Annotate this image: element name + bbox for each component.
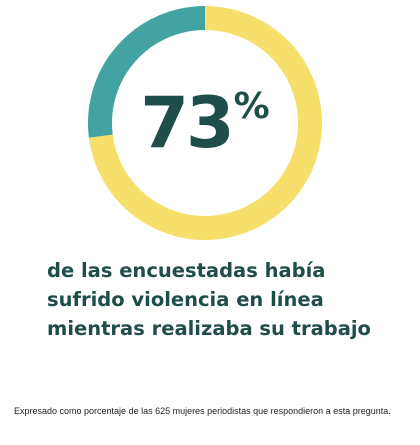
donut-slice-main (88, 6, 322, 240)
headline-line-2: sufrido violencia en línea (47, 288, 324, 311)
center-value-number: 73 (140, 82, 234, 164)
headline: de las encuestadas había sufrido violenc… (47, 256, 377, 343)
donut-slice-remainder (88, 6, 206, 138)
footnote: Expresado como porcentaje de las 625 muj… (14, 406, 391, 416)
center-value: 73 % (88, 6, 322, 240)
headline-line-3: mientras realizaba su trabajo (47, 317, 371, 340)
headline-line-1: de las encuestadas había (47, 259, 326, 282)
donut-chart-svg (88, 6, 322, 240)
donut-chart: 73 % (88, 6, 322, 240)
center-value-unit: % (233, 86, 270, 127)
